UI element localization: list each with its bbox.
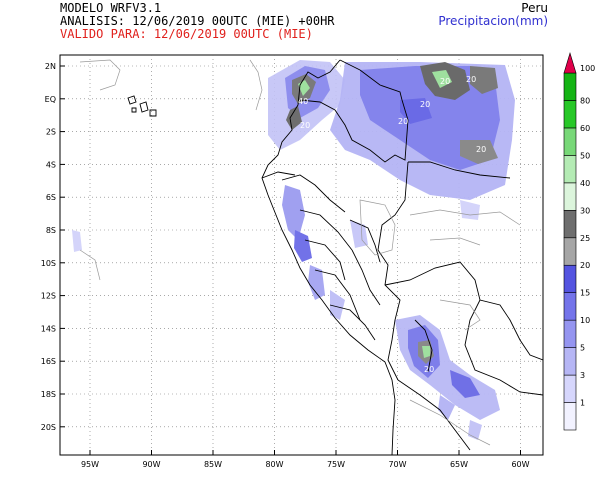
lat-tick-label: 10S	[41, 259, 56, 268]
region-label: Peru	[521, 1, 548, 15]
colorbar-swatch	[563, 100, 577, 129]
colorbar-label: 3	[580, 371, 585, 380]
colorbar-label: 100	[580, 64, 595, 73]
contour-label: 20	[398, 117, 408, 126]
colorbar-swatch	[563, 72, 577, 101]
lat-tick-label: 4S	[46, 160, 56, 169]
graticule	[60, 55, 543, 455]
lat-tick-label: 12S	[41, 292, 56, 301]
colorbar-swatch	[563, 237, 577, 266]
colorbar-label: 20	[580, 261, 590, 270]
contour-label: 20	[466, 75, 476, 84]
colorbar-label: 1	[580, 399, 585, 408]
lon-tick-label: 85W	[204, 460, 222, 469]
variable-label: Precipitacion(mm)	[438, 14, 548, 28]
colorbar-swatch	[563, 374, 577, 403]
valid-time: VALIDO PARA: 12/06/2019 00UTC (MIE)	[60, 27, 313, 41]
contour-labels: 40 20 20 20 20 20 20 20	[298, 75, 486, 374]
colorbar-label: 5	[580, 344, 585, 353]
contour-label: 20	[476, 145, 486, 154]
latitude-axis: 2N EQ 2S 4S 6S 8S 10S 12S 14S 16S 18S 20S	[41, 62, 65, 432]
contour-lines	[79, 59, 521, 446]
lon-tick-label: 65W	[450, 460, 468, 469]
lat-tick-label: 2S	[46, 128, 56, 137]
lat-tick-label: 14S	[41, 324, 56, 333]
colorbar-swatch	[563, 210, 577, 239]
lat-tick-label: 6S	[46, 193, 56, 202]
colorbar-swatch	[563, 347, 577, 376]
colorbar-label: 40	[580, 179, 590, 188]
colorbar-label: 15	[580, 289, 590, 298]
colorbar-arrow	[563, 51, 577, 74]
colorbar-swatch	[563, 182, 577, 211]
contour-label: 20	[424, 365, 434, 374]
colorbar-label: 60	[580, 124, 590, 133]
country-borders	[127, 59, 543, 455]
colorbar: 1 3 5 10 15 20 25 30 40 50 60 80 100	[563, 51, 595, 431]
model-title: MODELO WRFV3.1	[60, 1, 162, 15]
contour-label: 20	[440, 77, 450, 86]
colorbar-label: 10	[580, 316, 590, 325]
lon-tick-label: 90W	[142, 460, 160, 469]
lat-tick-label: 20S	[41, 423, 56, 432]
colorbar-swatch	[563, 402, 577, 431]
colorbar-label: 30	[580, 206, 590, 215]
colorbar-label: 25	[580, 234, 590, 243]
colorbar-label: 80	[580, 96, 590, 105]
precipitation-shading	[72, 60, 515, 440]
lon-tick-label: 80W	[265, 460, 283, 469]
lat-tick-label: 2N	[45, 62, 56, 71]
colorbar-swatch	[563, 292, 577, 321]
lon-tick-label: 95W	[81, 460, 99, 469]
lat-tick-label: 8S	[46, 226, 56, 235]
analysis-time: ANALISIS: 12/06/2019 00UTC (MIE) +00HR	[60, 14, 335, 28]
colorbar-swatch	[563, 155, 577, 184]
colorbar-swatch	[563, 264, 577, 293]
contour-label: 20	[300, 121, 310, 130]
lon-tick-label: 60W	[511, 460, 529, 469]
lon-tick-label: 75W	[327, 460, 345, 469]
contour-label: 20	[420, 100, 430, 109]
colorbar-label: 50	[580, 151, 590, 160]
longitude-axis: 95W 90W 85W 80W 75W 70W 65W 60W	[81, 450, 530, 469]
lat-tick-label: 18S	[41, 390, 56, 399]
colorbar-swatch	[563, 127, 577, 156]
colorbar-swatch	[563, 319, 577, 348]
lat-tick-label: EQ	[45, 95, 56, 104]
lat-tick-label: 16S	[41, 357, 56, 366]
lon-tick-label: 70W	[388, 460, 406, 469]
contour-label: 40	[298, 97, 308, 106]
